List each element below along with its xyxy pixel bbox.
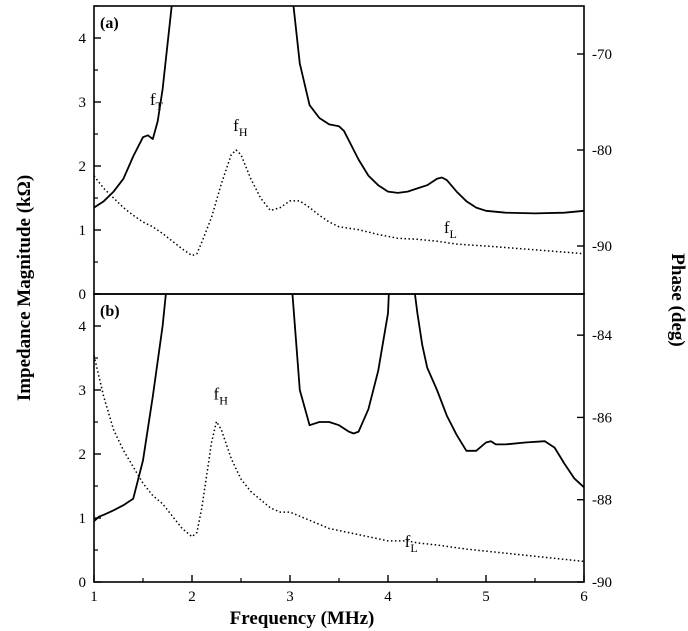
y-tick-label: 0 bbox=[79, 575, 87, 591]
y-tick-label: 1 bbox=[79, 511, 87, 527]
phase-series-line bbox=[94, 149, 584, 257]
y-tick-label: 3 bbox=[79, 383, 87, 399]
tick-layer: (a)01234-70-80-90fTfHfL(b)01234-84-86-88… bbox=[79, 5, 612, 605]
y-tick-label: 4 bbox=[79, 319, 87, 335]
impedance-series-line bbox=[94, 6, 584, 215]
y2-axis-label: Phase (deg) bbox=[667, 253, 688, 346]
y2-tick-label: -84 bbox=[592, 328, 612, 344]
label-layer: Frequency (MHz) Impedance Magnitude (kΩ)… bbox=[14, 175, 688, 629]
y-tick-label: 4 bbox=[79, 31, 87, 47]
x-tick-label: 5 bbox=[482, 589, 490, 605]
y2-tick-label: -80 bbox=[592, 143, 612, 159]
x-tick-label: 4 bbox=[384, 589, 392, 605]
x-tick-label: 1 bbox=[90, 589, 98, 605]
x-axis-label: Frequency (MHz) bbox=[230, 608, 375, 629]
frequency-annotation: fH bbox=[233, 116, 248, 139]
frame-layer bbox=[93, 5, 585, 583]
x-tick-label: 6 bbox=[580, 589, 588, 605]
panel-frame bbox=[93, 293, 585, 583]
y-tick-label: 3 bbox=[79, 95, 87, 111]
frequency-annotation: fL bbox=[405, 532, 418, 555]
y2-tick-label: -90 bbox=[592, 239, 612, 255]
y-axis-label: Impedance Magnitude (kΩ) bbox=[14, 175, 35, 401]
y-tick-label: 2 bbox=[79, 447, 87, 463]
y2-tick-label: -86 bbox=[592, 410, 612, 426]
phase-series-line bbox=[94, 355, 584, 563]
y2-tick-label: -90 bbox=[592, 575, 612, 591]
impedance-series-line bbox=[94, 294, 584, 522]
y2-tick-label: -70 bbox=[592, 47, 612, 63]
y2-tick-label: -88 bbox=[592, 493, 612, 509]
y-tick-label: 0 bbox=[79, 287, 87, 303]
y-tick-label: 1 bbox=[79, 223, 87, 239]
frequency-annotation: fH bbox=[214, 385, 229, 408]
data-layer bbox=[94, 6, 584, 563]
y-tick-label: 2 bbox=[79, 159, 87, 175]
x-tick-label: 2 bbox=[188, 589, 196, 605]
frequency-annotation: fL bbox=[444, 218, 457, 241]
panel-label: (b) bbox=[100, 303, 120, 320]
x-tick-label: 3 bbox=[286, 589, 294, 605]
panel-label: (a) bbox=[100, 15, 119, 32]
frequency-annotation: fT bbox=[150, 90, 164, 113]
